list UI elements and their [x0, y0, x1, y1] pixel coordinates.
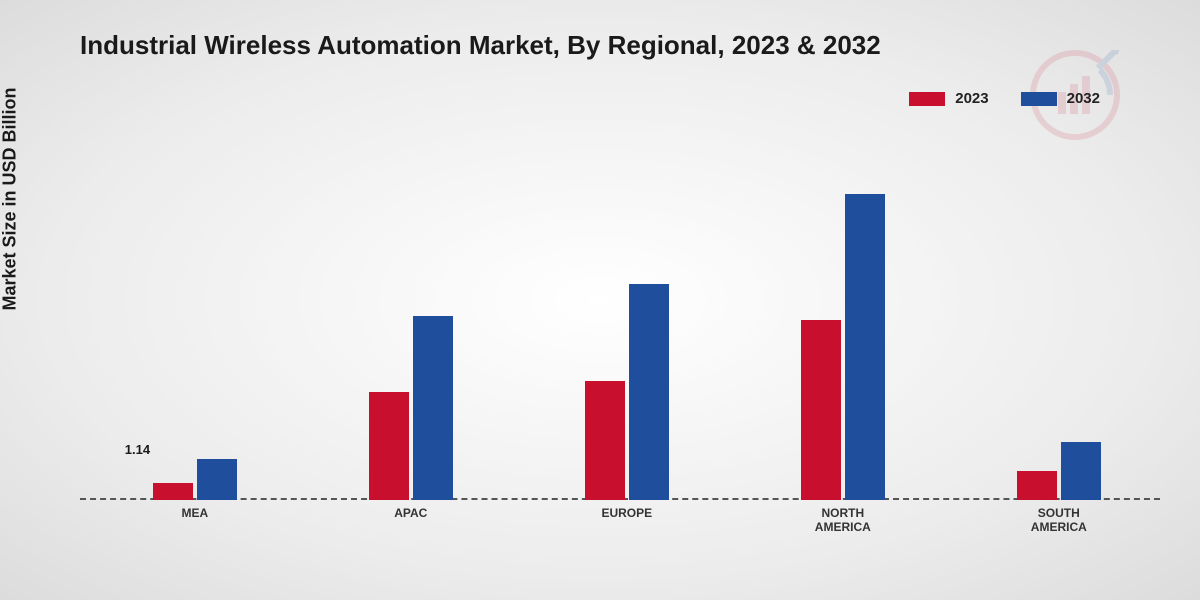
bar-group-north-america: NORTHAMERICA: [793, 194, 893, 500]
bar-sa-2023: [1017, 471, 1057, 500]
plot-area: 1.14 MEA APAC EUROPE NORTHAMERICA SOUTHA…: [80, 140, 1160, 500]
category-label-apac: APAC: [321, 506, 501, 520]
legend-item-2023: 2023: [909, 90, 988, 107]
bar-apac-2032: [413, 316, 453, 500]
bar-apac-2023: [369, 392, 409, 500]
bar-europe-2032: [629, 284, 669, 500]
legend-swatch-2032: [1021, 92, 1057, 106]
category-label-north-america: NORTHAMERICA: [753, 506, 933, 535]
bar-mea-2023: [153, 483, 193, 500]
bar-value-mea-2032: 1.14: [125, 442, 150, 457]
bar-group-south-america: SOUTHAMERICA: [1009, 442, 1109, 500]
legend-swatch-2023: [909, 92, 945, 106]
category-label-south-america: SOUTHAMERICA: [969, 506, 1149, 535]
y-axis-label: Market Size in USD Billion: [0, 87, 21, 310]
bar-na-2023: [801, 320, 841, 500]
legend-item-2032: 2032: [1021, 90, 1100, 107]
bar-group-europe: EUROPE: [577, 284, 677, 500]
legend-label-2032: 2032: [1067, 90, 1100, 107]
bar-group-apac: APAC: [361, 316, 461, 500]
bar-sa-2032: [1061, 442, 1101, 500]
category-label-mea: MEA: [105, 506, 285, 520]
legend: 2023 2032: [909, 90, 1100, 107]
category-label-europe: EUROPE: [537, 506, 717, 520]
bar-na-2032: [845, 194, 885, 500]
chart-title: Industrial Wireless Automation Market, B…: [80, 30, 881, 61]
bar-europe-2023: [585, 381, 625, 500]
bar-mea-2032: [197, 459, 237, 500]
legend-label-2023: 2023: [955, 90, 988, 107]
bar-group-mea: 1.14 MEA: [145, 459, 245, 500]
